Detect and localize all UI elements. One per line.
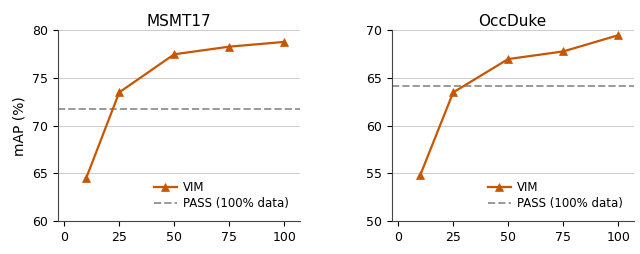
Title: OccDuke: OccDuke — [479, 14, 547, 29]
Title: MSMT17: MSMT17 — [147, 14, 211, 29]
Y-axis label: mAP (%): mAP (%) — [12, 96, 26, 156]
Legend: VIM, PASS (100% data): VIM, PASS (100% data) — [149, 176, 294, 215]
Legend: VIM, PASS (100% data): VIM, PASS (100% data) — [483, 176, 628, 215]
